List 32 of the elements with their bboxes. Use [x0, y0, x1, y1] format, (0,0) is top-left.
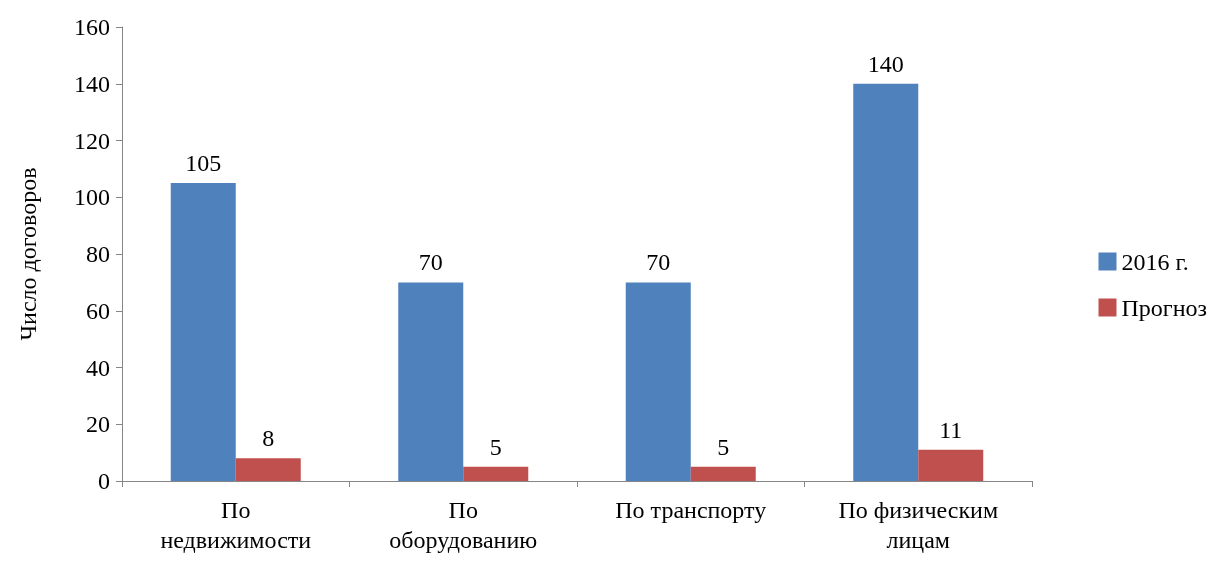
y-tick-label: 60 [86, 297, 110, 324]
y-tick-label: 20 [86, 411, 110, 438]
bar [918, 449, 984, 481]
legend-label: 2016 г. [1121, 248, 1189, 275]
bar [398, 282, 464, 481]
legend-label: Прогноз [1121, 294, 1207, 321]
x-tick-label: По оборудованию [389, 497, 538, 553]
y-tick-label: 140 [74, 70, 110, 97]
bar [853, 83, 919, 481]
y-tick-label: 120 [74, 127, 110, 154]
bar [463, 466, 529, 481]
bar [235, 458, 301, 481]
data-label: 70 [646, 249, 671, 276]
x-tick-label: По транспорту [615, 497, 767, 523]
y-tick-label: 160 [74, 14, 110, 40]
y-tick-label: 40 [86, 354, 110, 381]
data-label: 70 [418, 249, 443, 276]
data-label: 5 [489, 433, 502, 460]
data-label: 11 [939, 416, 963, 443]
y-tick-label: 0 [98, 468, 110, 494]
bar [690, 466, 756, 481]
data-label: 105 [185, 150, 222, 177]
bar [170, 183, 236, 481]
y-tick-label: 100 [74, 184, 110, 211]
y-tick-label: 80 [86, 241, 110, 267]
x-tick-label: По физическим лицам [838, 497, 999, 553]
data-label: 140 [867, 50, 904, 77]
bar [625, 282, 691, 481]
data-label: 8 [262, 425, 275, 452]
x-tick-label: По недвижимости [160, 497, 312, 553]
y-axis-title: Число договоров [15, 167, 41, 341]
data-label: 5 [717, 433, 730, 460]
